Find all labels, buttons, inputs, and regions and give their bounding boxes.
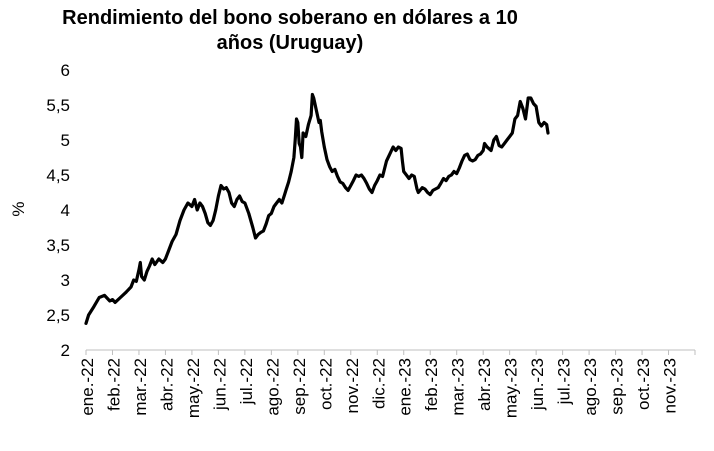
y-tick-label: 4,5 xyxy=(46,166,70,185)
x-tick-label: mar.-23 xyxy=(449,358,468,416)
y-tick-label: 3,5 xyxy=(46,236,70,255)
x-axis-labels: ene.-22 feb.-22 mar.-22 abr.-22 may.-22 jun.-… xyxy=(78,358,680,418)
y-tick-label: 5,5 xyxy=(46,96,70,115)
chart-title: Rendimiento del bono soberano en dólares… xyxy=(40,6,540,56)
x-tick-label: dic.-22 xyxy=(369,358,388,409)
x-tick-label: feb.-22 xyxy=(104,358,123,411)
y-tick-label: 2,5 xyxy=(46,306,70,325)
x-tick-label: nov.-22 xyxy=(343,358,362,413)
series-line xyxy=(84,92,550,325)
y-axis-ticks: 2 2,5 3 3,5 4 4,5 5 5,5 6 xyxy=(46,61,70,360)
x-tick-label: jun.-22 xyxy=(210,358,229,411)
y-tick-label: 6 xyxy=(61,61,70,80)
x-tick-label: oct.-23 xyxy=(634,358,653,410)
y-tick-label: 2 xyxy=(61,341,70,360)
x-tick-label: ago.-23 xyxy=(581,358,600,416)
chart-title-line-1: Rendimiento del bono soberano en dólares… xyxy=(62,7,518,29)
y-tick-label: 4 xyxy=(61,201,70,220)
x-tick-label: oct.-22 xyxy=(316,358,335,410)
x-tick-label: sep.-23 xyxy=(608,358,627,415)
x-tick-label: ago.-22 xyxy=(263,358,282,416)
x-tick-label: jun.-23 xyxy=(528,358,547,411)
x-tick-label: sep.-22 xyxy=(290,358,309,415)
x-tick-label: may.-22 xyxy=(184,358,203,418)
x-tick-label: jul.-22 xyxy=(237,358,256,405)
chart-title-line-2: años (Uruguay) xyxy=(216,32,364,54)
y-axis-label: % xyxy=(9,201,28,216)
x-tick-label: may.-23 xyxy=(502,358,521,418)
x-tick-label: jul.-23 xyxy=(555,358,574,405)
x-tick-label: nov.-23 xyxy=(661,358,680,413)
x-axis-ticks xyxy=(85,350,696,355)
x-tick-label: ene.-22 xyxy=(78,358,97,416)
x-tick-label: abr.-23 xyxy=(475,358,494,411)
y-tick-label: 5 xyxy=(61,131,70,150)
x-tick-label: abr.-22 xyxy=(157,358,176,411)
x-tick-label: ene.-23 xyxy=(396,358,415,416)
x-tick-label: mar.-22 xyxy=(131,358,150,416)
x-tick-label: feb.-23 xyxy=(422,358,441,411)
y-tick-label: 3 xyxy=(61,271,70,290)
